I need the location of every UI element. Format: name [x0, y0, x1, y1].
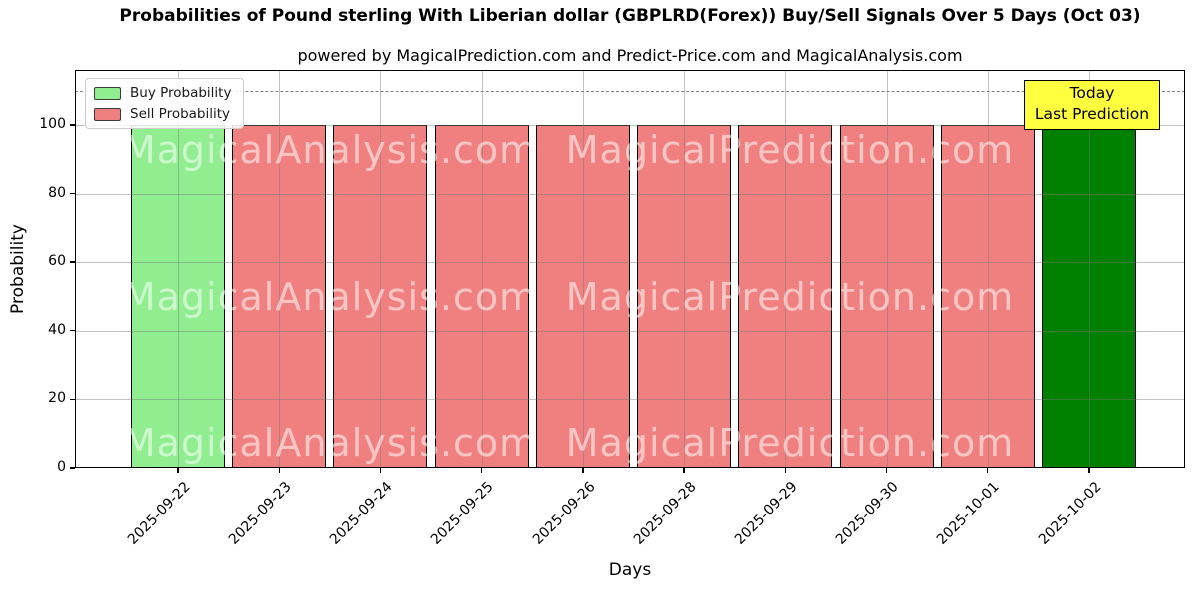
- y-tick-label-80: 80: [48, 184, 66, 201]
- x-tick-mark: [480, 468, 483, 473]
- x-tick-label-2025-09-28: 2025-09-28: [630, 479, 700, 548]
- legend-swatch-icon: [94, 86, 121, 100]
- watermark-left: MagicalAnalysis.com: [122, 128, 538, 172]
- x-tick-mark: [379, 468, 382, 473]
- x-axis-label: Days: [608, 560, 652, 580]
- plot-area: MagicalAnalysis.com MagicalPrediction.com…: [75, 70, 1185, 468]
- y-tick-mark: [70, 261, 75, 263]
- v-gridline-2025-09-28: [684, 70, 686, 468]
- x-tick-label-2025-09-24: 2025-09-24: [326, 479, 396, 548]
- y-tick-mark: [70, 398, 75, 401]
- legend-swatch-icon: [94, 107, 121, 121]
- y-tick-mark: [70, 467, 75, 469]
- x-tick-mark: [582, 468, 584, 473]
- bar-2025-09-22: [131, 124, 225, 468]
- chart-subtitle: powered by MagicalPrediction.com and Pre…: [297, 46, 963, 65]
- annotation-line-1: Today: [1069, 84, 1115, 102]
- watermark-left: MagicalAnalysis.com: [122, 275, 538, 319]
- legend-item-1: Sell Probability: [94, 106, 231, 122]
- v-gridline-2025-09-24: [380, 70, 382, 468]
- x-tick-mark: [278, 468, 280, 473]
- chart-title: Probabilities of Pound sterling With Lib…: [119, 6, 1141, 26]
- h-gridline-100: [75, 124, 1185, 126]
- x-tick-label-2025-09-29: 2025-09-29: [731, 479, 801, 548]
- annotation-line-2: Last Prediction: [1034, 105, 1150, 124]
- x-tick-mark: [1088, 468, 1090, 473]
- v-gridline-2025-09-23: [279, 70, 281, 468]
- bar-2025-10-02: [1042, 124, 1136, 468]
- y-tick-label-20: 20: [48, 390, 66, 407]
- bar-2025-09-26: [535, 124, 630, 468]
- x-tick-label-2025-09-25: 2025-09-25: [428, 479, 497, 548]
- v-gridline-2025-09-25: [481, 70, 483, 468]
- x-tick-mark: [885, 468, 888, 473]
- v-gridline-2025-09-22: [178, 70, 179, 468]
- bar-2025-09-29: [738, 124, 833, 468]
- legend: Buy Probability Sell Probability: [85, 78, 245, 129]
- y-tick-label-60: 60: [48, 253, 66, 270]
- y-tick-label-0: 0: [57, 459, 66, 475]
- watermark-right: MagicalPrediction.com: [565, 421, 1015, 465]
- y-tick-label-40: 40: [48, 321, 66, 338]
- y-tick-label-100: 100: [39, 115, 66, 132]
- x-tick-label-2025-09-30: 2025-09-30: [833, 479, 902, 548]
- legend-label: Sell Probability: [130, 106, 231, 122]
- x-tick-mark: [177, 468, 179, 473]
- y-tick-mark: [70, 124, 75, 126]
- x-tick-label-2025-10-01: 2025-10-01: [934, 479, 1004, 548]
- x-tick-label-2025-10-02: 2025-10-02: [1035, 479, 1105, 548]
- x-tick-mark: [784, 468, 787, 473]
- x-tick-mark: [683, 468, 685, 473]
- bar-2025-09-28: [637, 124, 732, 468]
- v-gridline-2025-09-26: [582, 70, 584, 468]
- h-gridline-60: [75, 262, 1185, 264]
- bar-2025-09-23: [232, 124, 327, 468]
- bar-2025-09-25: [434, 124, 529, 468]
- today-annotation-box: Today Last Prediction: [1024, 80, 1160, 130]
- watermark-left: MagicalAnalysis.com: [122, 421, 538, 465]
- y-tick-mark: [70, 330, 75, 332]
- x-tick-label-2025-09-23: 2025-09-23: [225, 479, 295, 548]
- v-gridline-2025-09-29: [785, 70, 787, 468]
- bar-2025-09-30: [839, 124, 934, 468]
- h-gridline-80: [75, 193, 1185, 195]
- threshold-dashed-line: [75, 90, 1185, 92]
- watermark-right: MagicalPrediction.com: [565, 128, 1015, 172]
- v-gridline-2025-09-30: [886, 70, 888, 468]
- h-gridline-20: [75, 399, 1185, 401]
- v-gridline-2025-10-01: [987, 70, 989, 468]
- v-gridline-2025-10-02: [1089, 70, 1090, 468]
- x-tick-mark: [987, 468, 989, 473]
- y-tick-mark: [70, 192, 75, 195]
- legend-label: Buy Probability: [130, 85, 232, 101]
- h-gridline-40: [75, 330, 1185, 332]
- x-tick-label-2025-09-22: 2025-09-22: [124, 479, 194, 548]
- watermark-right: MagicalPrediction.com: [565, 275, 1015, 319]
- bar-2025-10-01: [940, 124, 1035, 468]
- legend-item-0: Buy Probability: [94, 85, 231, 101]
- x-tick-label-2025-09-26: 2025-09-26: [529, 479, 599, 548]
